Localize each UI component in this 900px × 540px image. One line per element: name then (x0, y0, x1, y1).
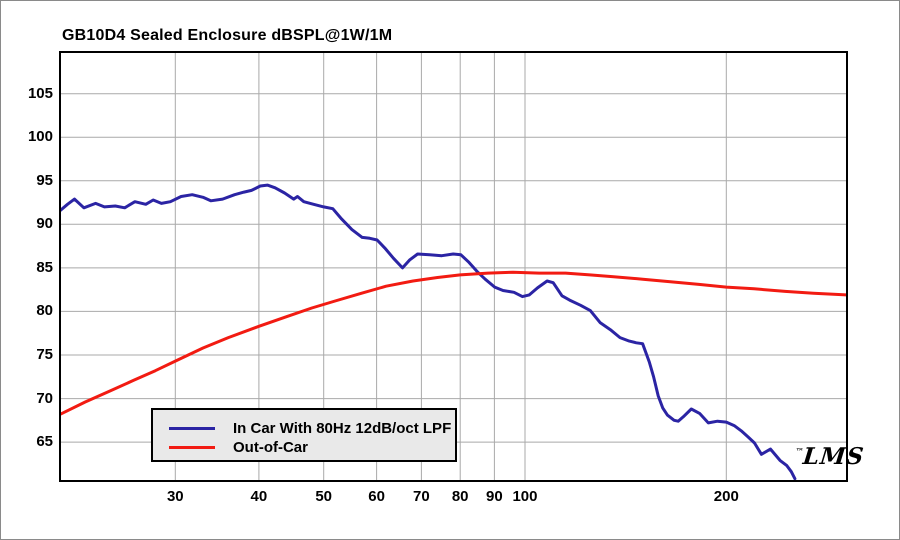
x-tick-label: 100 (512, 488, 538, 505)
x-tick-label: 50 (315, 488, 332, 505)
x-tick-label: 200 (713, 488, 739, 505)
x-tick-label: 60 (368, 488, 385, 505)
legend-item: Out-of-Car (169, 438, 455, 457)
curve-in-car (61, 183, 797, 480)
x-tick-label: 70 (413, 488, 430, 505)
y-tick-label: 65 (36, 433, 53, 451)
lms-logo: ™LMS (794, 443, 866, 470)
x-tick-label: 40 (250, 488, 268, 505)
chart-title: GB10D4 Sealed Enclosure dBSPL@1W/1M (62, 27, 393, 44)
x-tick-label: 90 (486, 488, 503, 505)
x-tick-label: 80 (451, 488, 469, 505)
legend-label-out-of-car: Out-of-Car (233, 439, 308, 456)
chart-canvas (61, 53, 846, 480)
y-tick-label: 100 (27, 128, 53, 146)
legend-item: In Car With 80Hz 12dB/oct LPF (169, 419, 455, 438)
y-tick-label: 70 (36, 389, 53, 407)
y-tick-label: 80 (36, 302, 53, 320)
lms-logo-text: LMS (801, 443, 866, 470)
plot-area: In Car With 80Hz 12dB/oct LPF Out-of-Car… (59, 51, 866, 482)
y-tick-label: 95 (36, 171, 53, 189)
y-tick-label: 90 (36, 215, 53, 233)
x-tick-label: 30 (166, 488, 184, 505)
y-tick-label: 85 (36, 258, 53, 276)
y-tick-label: 75 (36, 346, 53, 363)
legend-line-in-car-icon (169, 427, 215, 430)
y-tick-label: 105 (27, 84, 53, 102)
legend-label-in-car: In Car With 80Hz 12dB/oct LPF (233, 420, 452, 437)
curve-out-of-car (61, 270, 846, 416)
legend-line-out-of-car-icon (169, 446, 215, 449)
legend: In Car With 80Hz 12dB/oct LPF Out-of-Car (151, 408, 457, 462)
